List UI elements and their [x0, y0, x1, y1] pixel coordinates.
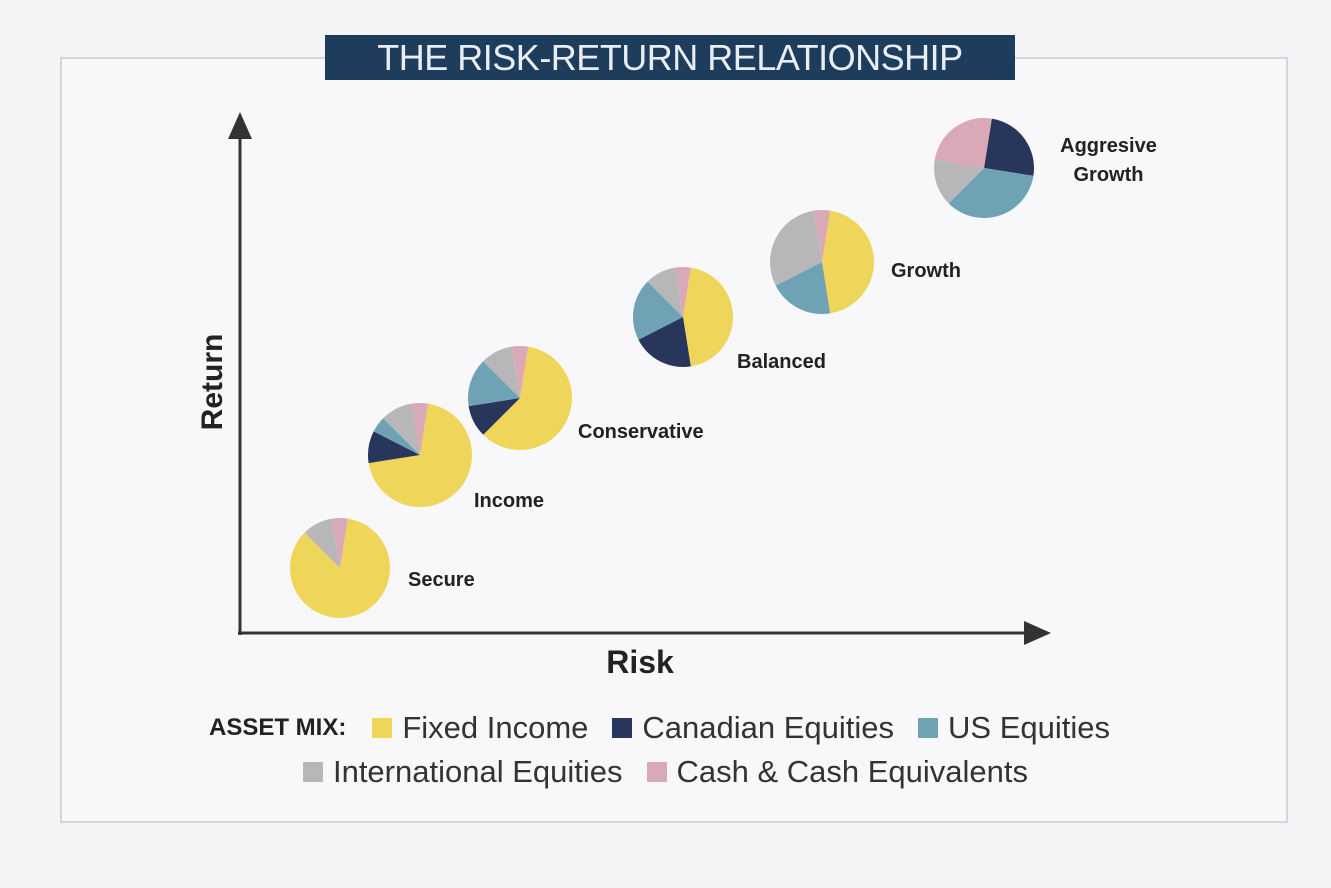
legend-swatch — [302, 762, 323, 782]
legend-label: Cash & Cash Equivalents — [676, 754, 1029, 789]
legend-swatch — [372, 718, 393, 738]
legend-item: Canadian Equities — [612, 710, 894, 746]
pie-slice — [683, 267, 734, 367]
pie-slice — [822, 210, 875, 314]
legend-item: Cash & Cash Equivalents — [646, 754, 1029, 790]
legend-swatch — [918, 718, 939, 738]
legend-label: Fixed Income — [402, 710, 589, 745]
pie-slice — [373, 418, 420, 455]
pie-slice — [304, 518, 340, 568]
pie-slice — [483, 346, 520, 398]
legend-swatch — [612, 718, 633, 738]
pie-slice — [647, 267, 683, 317]
legend-item: International Equities — [302, 754, 623, 790]
y-axis-label: Return — [196, 334, 229, 431]
pie-slice — [775, 262, 831, 314]
pie-slice — [813, 210, 831, 262]
legend-heading: ASSET MIX: — [208, 714, 347, 741]
legend-swatch — [646, 762, 667, 782]
pie-slice — [638, 317, 691, 368]
portfolio-label: Secure — [408, 569, 475, 591]
pie-slice — [368, 431, 420, 464]
pie-slice — [483, 346, 573, 450]
pie-slice — [675, 266, 691, 317]
legend-item: Fixed Income — [372, 710, 588, 746]
portfolio-label: Conservative — [578, 421, 704, 443]
legend-label: Canadian Equities — [642, 710, 895, 745]
pie-slice — [383, 403, 420, 455]
pie-slice — [332, 518, 348, 568]
pie-slice — [511, 346, 529, 398]
pie-slice — [934, 160, 984, 204]
pie-slice — [411, 403, 429, 455]
portfolio-label: Balanced — [737, 351, 826, 373]
title: THE RISK-RETURN RELATIONSHIP — [325, 35, 1015, 80]
pie-slice — [934, 118, 992, 168]
pie-slice — [468, 361, 520, 407]
legend-item: US Equities — [918, 710, 1110, 746]
legend: ASSET MIX: Fixed Income Canadian Equities U… — [0, 710, 1331, 746]
pie-slice — [984, 118, 1034, 176]
pie-slice — [948, 168, 1034, 219]
legend: International Equities Cash & Cash Equiva… — [0, 754, 1331, 790]
pie-slice — [632, 281, 683, 340]
legend-label: International Equities — [332, 754, 623, 789]
portfolio-label: Income — [474, 490, 545, 512]
pie-slice — [290, 518, 390, 618]
pie-slice — [368, 403, 473, 507]
legend-label: US Equities — [948, 710, 1110, 745]
portfolio-label: Growth — [891, 260, 961, 282]
portfolio-label: Aggresive Growth — [1060, 135, 1157, 186]
pie-slice — [770, 210, 822, 286]
pie-slice — [468, 398, 520, 435]
x-axis-label: Risk — [606, 644, 674, 680]
frame — [60, 57, 1288, 823]
